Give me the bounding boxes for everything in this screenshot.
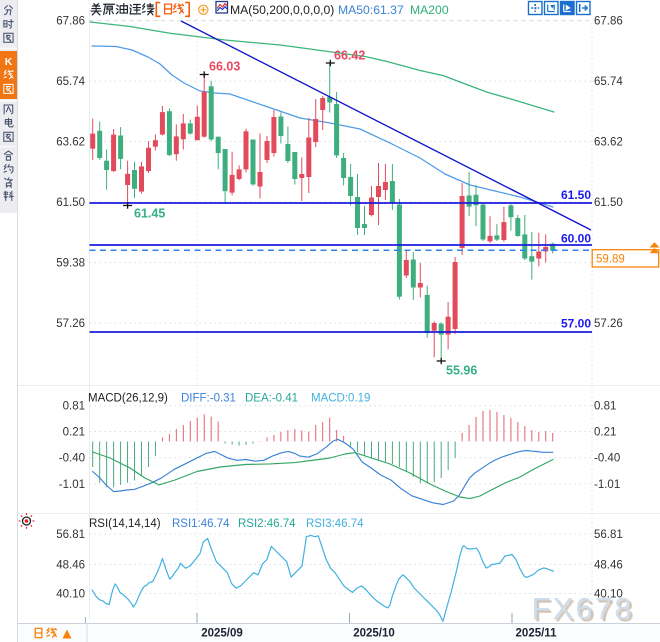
svg-text:40.10: 40.10 — [56, 589, 85, 601]
svg-text:67.86: 67.86 — [594, 16, 623, 28]
svg-text:63.62: 63.62 — [56, 137, 85, 149]
svg-text:57.26: 57.26 — [56, 318, 85, 330]
svg-text:63.62: 63.62 — [594, 137, 623, 149]
svg-text:61.50: 61.50 — [56, 197, 85, 209]
svg-text:59.38: 59.38 — [56, 258, 85, 270]
svg-text:57.26: 57.26 — [594, 318, 623, 330]
svg-text:61.45: 61.45 — [134, 207, 165, 221]
svg-text:2025/10: 2025/10 — [353, 628, 395, 640]
svg-text:RSI(14,14,14): RSI(14,14,14) — [89, 518, 161, 530]
svg-text:-0.40: -0.40 — [59, 453, 85, 465]
svg-text:60.00: 60.00 — [561, 232, 591, 246]
svg-text:MA50:61.37: MA50:61.37 — [338, 3, 404, 17]
svg-text:FX678: FX678 — [533, 593, 635, 628]
svg-text:RSI3:46.74: RSI3:46.74 — [306, 518, 364, 530]
svg-text:RSI1:46.74: RSI1:46.74 — [172, 518, 230, 530]
svg-text:48.46: 48.46 — [56, 560, 85, 572]
svg-text:FX678: FX678 — [532, 591, 634, 626]
svg-text:56.81: 56.81 — [56, 529, 85, 541]
svg-text:61.50: 61.50 — [594, 197, 623, 209]
svg-text:MACD:0.19: MACD:0.19 — [311, 393, 370, 405]
svg-text:-1.01: -1.01 — [594, 479, 620, 491]
svg-text:65.74: 65.74 — [56, 76, 85, 88]
svg-text:61.50: 61.50 — [561, 188, 591, 202]
svg-text:57.00: 57.00 — [561, 317, 591, 331]
svg-text:65.74: 65.74 — [594, 76, 623, 88]
svg-text:K: K — [5, 56, 13, 68]
svg-text:-1.01: -1.01 — [59, 479, 85, 491]
svg-text:56.81: 56.81 — [594, 529, 623, 541]
svg-text:0.81: 0.81 — [63, 401, 85, 413]
svg-text:-0.40: -0.40 — [594, 453, 620, 465]
svg-text:RSI2:46.74: RSI2:46.74 — [238, 518, 296, 530]
svg-text:DIFF:-0.31: DIFF:-0.31 — [181, 393, 236, 405]
svg-text:DEA:-0.41: DEA:-0.41 — [245, 393, 298, 405]
svg-text:MACD(26,12,9): MACD(26,12,9) — [88, 393, 168, 405]
svg-text:2025/11: 2025/11 — [516, 628, 558, 640]
svg-text:0.21: 0.21 — [63, 427, 85, 439]
svg-text:59.89: 59.89 — [596, 254, 625, 266]
svg-text:FX678: FX678 — [534, 594, 636, 629]
svg-text:0.21: 0.21 — [594, 427, 616, 439]
svg-text:66.42: 66.42 — [334, 49, 365, 63]
svg-text:MA200: MA200 — [410, 3, 449, 17]
svg-text:0.81: 0.81 — [594, 401, 616, 413]
svg-text:67.86: 67.86 — [56, 16, 85, 28]
svg-text:2025/09: 2025/09 — [201, 628, 243, 640]
svg-text:48.46: 48.46 — [594, 560, 623, 572]
svg-text:MA(50,200,0,0,0,0): MA(50,200,0,0,0,0) — [230, 3, 334, 17]
svg-text:40.10: 40.10 — [594, 589, 623, 601]
svg-text:55.96: 55.96 — [446, 364, 477, 378]
svg-text:66.03: 66.03 — [209, 60, 240, 74]
